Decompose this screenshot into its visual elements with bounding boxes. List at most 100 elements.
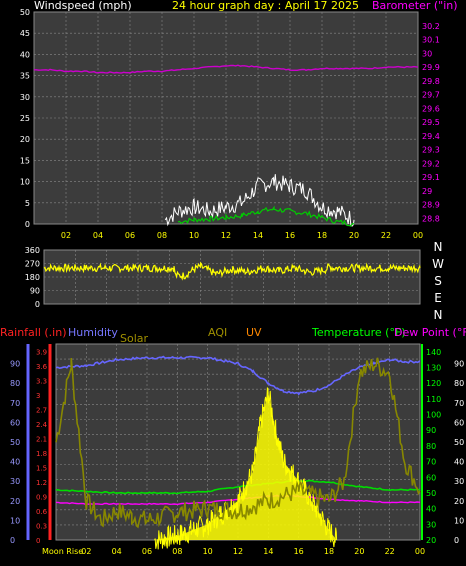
solar-y-tick: 20	[454, 497, 464, 506]
env-x-tick: 16	[294, 547, 304, 556]
dewpoint-label: Dew Point (°F)	[394, 326, 466, 339]
rain-y-tick: 1.5	[36, 464, 47, 472]
direction-series	[43, 261, 421, 281]
solar-label: Solar	[120, 332, 149, 345]
solar-y-tick: 60	[454, 418, 464, 427]
solar-y-tick: 70	[454, 399, 464, 408]
temp-y-tick: 60	[426, 473, 436, 482]
humidity-y-tick: 10	[10, 516, 20, 525]
env-x-tick: 12	[233, 547, 243, 556]
temp-y-tick: 120	[426, 379, 441, 388]
wind-x-tick: 18	[317, 231, 327, 240]
env-x-tick: 08	[172, 547, 182, 556]
humidity-y-tick: 40	[10, 458, 20, 467]
barometer-label: Barometer ("in)	[372, 0, 458, 12]
temp-y-tick: 100	[426, 411, 441, 420]
aqi-label: AQI	[208, 326, 227, 339]
solar-y-tick: 90	[454, 360, 464, 369]
solar-y-tick: 40	[454, 458, 464, 467]
solar-y-tick: 10	[454, 516, 464, 525]
humidity-series	[55, 355, 421, 396]
wind-x-tick: 10	[189, 231, 199, 240]
temp-y-tick: 130	[426, 364, 441, 373]
rain-y-tick: 3.9	[36, 348, 47, 356]
temp-y-tick: 140	[426, 348, 441, 357]
direction-y-tick: 360	[25, 246, 40, 255]
wind-x-tick: 16	[285, 231, 295, 240]
solar-area	[154, 393, 337, 540]
baro-y-tick: 29.4	[422, 132, 440, 141]
chart-title: 24 hour graph day : April 17 2025	[172, 0, 359, 12]
solar-series	[154, 387, 338, 550]
baro-y-tick: 29.7	[422, 91, 440, 100]
wind-average-series	[177, 205, 355, 227]
baro-y-tick: 29.1	[422, 173, 440, 182]
humidity-y-tick: 70	[10, 399, 20, 408]
wind-x-tick: 12	[221, 231, 231, 240]
rain-y-tick: 0.9	[36, 493, 47, 501]
aqi-series	[55, 357, 421, 529]
wind-y-tick: 45	[20, 29, 30, 38]
rain-y-tick: 3	[36, 392, 40, 400]
temperature-label: Temperature (°F)	[311, 326, 406, 339]
direction-y-tick: 90	[30, 287, 40, 296]
baro-y-tick: 30.2	[422, 22, 440, 31]
compass-label: N	[434, 240, 443, 254]
wind-y-tick: 30	[20, 93, 30, 102]
solar-y-tick: 50	[454, 438, 464, 447]
wind-x-tick: 22	[381, 231, 391, 240]
compass-label: W	[432, 257, 444, 271]
solar-y-tick: 0	[454, 536, 459, 545]
wind-x-tick: 02	[61, 231, 71, 240]
compass-label: S	[434, 274, 442, 288]
temp-y-tick: 20	[426, 536, 436, 545]
direction-y-tick: 180	[25, 273, 40, 282]
rain-y-tick: 3.3	[36, 377, 47, 385]
baro-y-tick: 28.9	[422, 201, 440, 210]
env-x-tick: 06	[142, 547, 152, 556]
rain-y-tick: 2.4	[36, 421, 48, 429]
baro-y-tick: 29.6	[422, 104, 440, 113]
env-x-tick: 18	[324, 547, 334, 556]
temp-y-tick: 110	[426, 395, 441, 404]
wind-y-tick: 0	[25, 220, 30, 229]
env-x-tick: 14	[263, 547, 273, 556]
humidity-y-tick: 20	[10, 497, 20, 506]
humidity-y-tick: 0	[10, 536, 15, 545]
env-x-tick: 20	[354, 547, 364, 556]
direction-y-tick: 270	[25, 260, 40, 269]
wind-x-tick: 04	[93, 231, 103, 240]
wind-x-tick: 08	[157, 231, 167, 240]
baro-y-tick: 30	[422, 49, 432, 58]
rain-y-tick: 2.7	[36, 406, 47, 414]
rain-y-tick: 0.3	[36, 522, 47, 530]
baro-y-tick: 30.1	[422, 36, 440, 45]
solar-y-tick: 30	[454, 477, 464, 486]
env-x-tick: 10	[203, 547, 213, 556]
wind-y-tick: 35	[20, 72, 30, 81]
rain-y-tick: 0	[36, 537, 40, 545]
rain-y-tick: 1.2	[36, 479, 47, 487]
env-x-tick: 02	[81, 547, 91, 556]
rain-y-tick: 0.6	[36, 508, 48, 516]
rainfall-label: Rainfall (.in)	[0, 326, 67, 339]
baro-y-tick: 29.2	[422, 159, 440, 168]
solar-y-tick: 80	[454, 379, 464, 388]
temp-y-tick: 30	[426, 520, 436, 529]
uv-label: UV	[246, 326, 262, 339]
rain-y-tick: 3.6	[36, 363, 48, 371]
wind-x-tick: 20	[349, 231, 359, 240]
humidity-y-tick: 60	[10, 418, 20, 427]
wind-y-tick: 20	[20, 135, 30, 144]
compass-label: N	[434, 308, 443, 322]
temperature-series	[55, 479, 421, 495]
baro-y-tick: 29	[422, 187, 432, 196]
direction-y-tick: 0	[35, 300, 40, 309]
temp-y-tick: 90	[426, 426, 436, 435]
temp-y-tick: 50	[426, 489, 436, 498]
humidity-y-tick: 30	[10, 477, 20, 486]
humidity-y-tick: 90	[10, 360, 20, 369]
env-x-tick: 22	[385, 547, 395, 556]
wind-x-tick: 06	[125, 231, 135, 240]
